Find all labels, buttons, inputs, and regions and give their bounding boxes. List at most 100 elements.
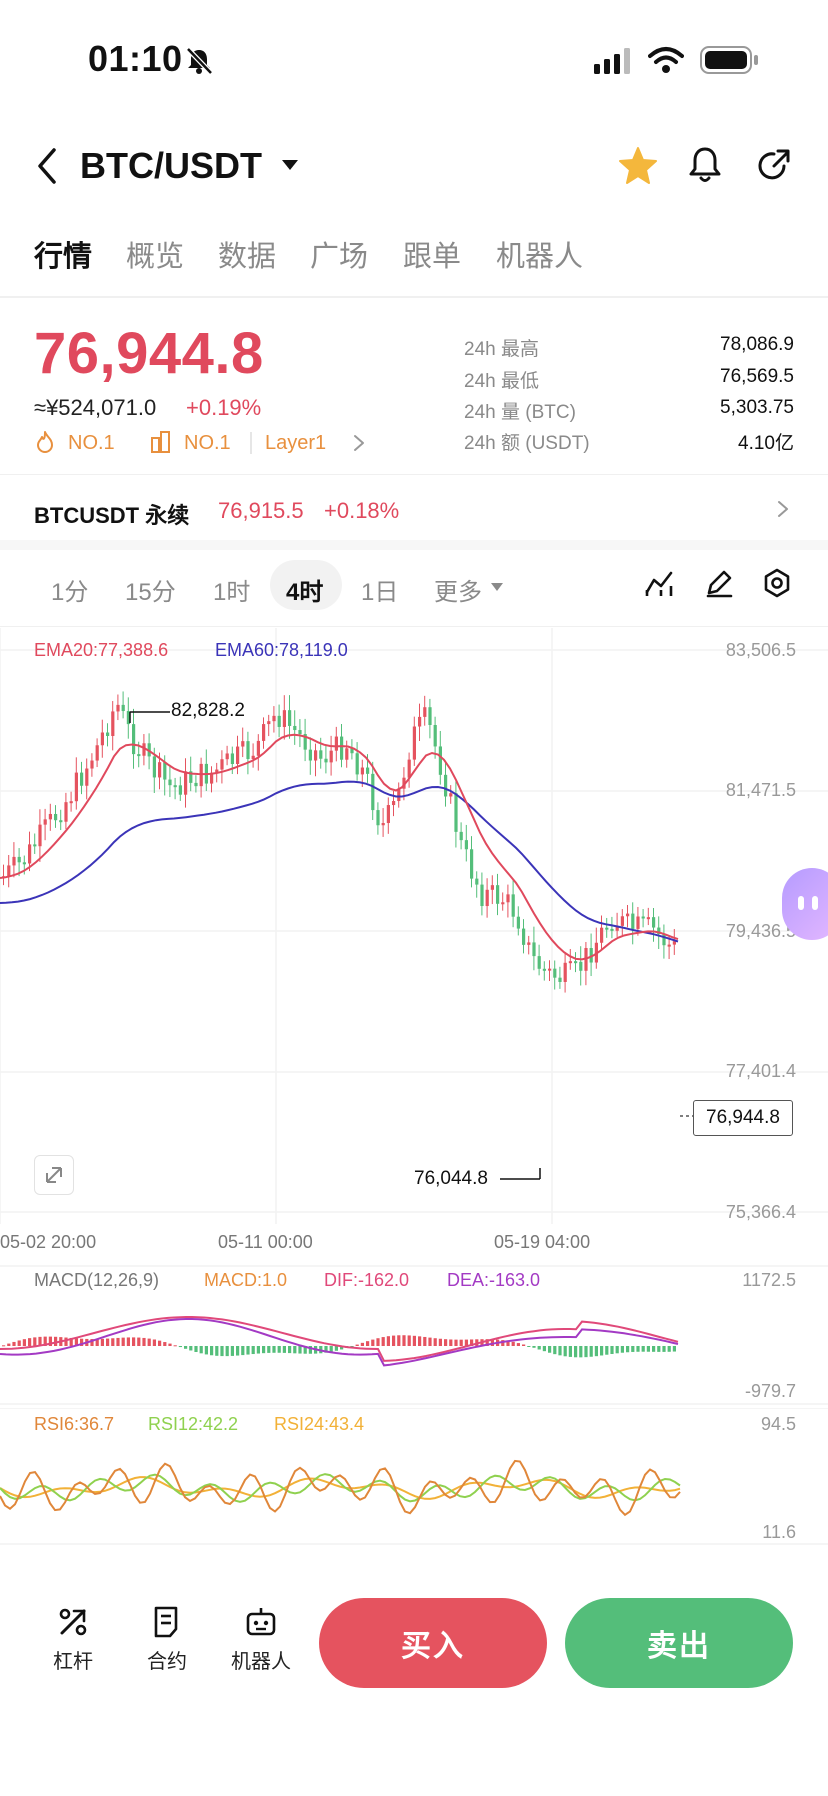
flame-icon[interactable]	[34, 430, 56, 454]
sell-button[interactable]: 卖出	[565, 1598, 793, 1688]
y-tick-3: 79,436.5	[725, 921, 796, 941]
macd-bar	[152, 1339, 156, 1346]
fullscreen-button[interactable]	[34, 1155, 74, 1195]
macd-bar	[615, 1346, 619, 1354]
macd-bar	[594, 1346, 598, 1357]
candle-body	[74, 772, 78, 802]
candle-body	[376, 810, 380, 826]
expand-icon	[46, 1167, 62, 1183]
chart-settings-icon[interactable]	[762, 568, 792, 598]
macd-grid	[0, 1265, 828, 1405]
section-gap	[0, 540, 828, 550]
low-mark-label: 76,044.8	[414, 1168, 488, 1189]
macd-bar	[506, 1340, 510, 1346]
rsi-chart	[0, 1408, 828, 1545]
favorite-star-icon[interactable]	[618, 146, 658, 186]
macd-bar	[106, 1338, 110, 1346]
candle-body	[173, 785, 177, 788]
macd-bar	[392, 1335, 396, 1346]
macd-bar	[230, 1346, 234, 1356]
macd-bar	[667, 1346, 671, 1352]
price-alert-bell-icon[interactable]	[686, 144, 724, 186]
tab-bots[interactable]: 机器人	[496, 241, 584, 273]
macd-bar	[80, 1338, 84, 1346]
candle-body	[80, 772, 84, 786]
tab-market[interactable]: 行情	[34, 241, 93, 273]
candle-body	[418, 716, 422, 727]
macd-bar	[568, 1346, 572, 1357]
ema60-line	[0, 780, 679, 943]
y-tick-1: 83,506.5	[725, 640, 796, 660]
share-icon[interactable]	[754, 146, 794, 186]
tab-square[interactable]: 广场	[310, 241, 369, 273]
tab-data[interactable]: 数据	[218, 241, 277, 273]
ema60-label: EMA60:78,119.0	[215, 640, 348, 660]
candle-body	[563, 962, 567, 982]
bot-label: 机器人	[231, 1651, 291, 1673]
interval-more[interactable]: 更多	[434, 579, 482, 606]
more-caret-icon[interactable]	[490, 582, 504, 592]
leverage-button[interactable]: 杠杆	[33, 1605, 113, 1674]
stat-high-label: 24h 最高	[464, 339, 539, 360]
candle-body	[293, 725, 297, 731]
macd-bar	[579, 1346, 583, 1358]
candle-body	[610, 928, 614, 931]
macd-bar	[433, 1338, 437, 1346]
current-price-tag: 76,944.8	[693, 1100, 793, 1136]
back-icon[interactable]	[34, 146, 60, 186]
candle-body	[433, 724, 437, 747]
indicator-icon[interactable]	[644, 568, 674, 598]
candle-body	[215, 769, 219, 773]
pair-dropdown-caret-icon[interactable]	[280, 158, 300, 172]
macd-bar	[485, 1339, 489, 1346]
candle-body	[7, 865, 11, 877]
candlestick-chart[interactable]	[0, 628, 828, 1224]
tab-copy-trading[interactable]: 跟单	[403, 241, 462, 273]
hot-rank[interactable]: NO.1	[68, 432, 115, 454]
interval-1d[interactable]: 1日	[361, 579, 399, 606]
macd-bar	[548, 1346, 552, 1353]
candle-body	[548, 968, 552, 971]
chart-top-divider	[0, 626, 828, 627]
macd-bar	[501, 1340, 505, 1346]
buy-button[interactable]: 买入	[319, 1598, 547, 1688]
macd-bar	[371, 1339, 375, 1346]
macd-bar	[626, 1346, 630, 1353]
interval-active-pill	[270, 560, 342, 610]
sector-rank[interactable]: NO.1	[184, 432, 231, 454]
macd-bar	[449, 1339, 453, 1346]
candle-body	[116, 704, 120, 712]
interval-1m[interactable]: 1分	[51, 579, 89, 606]
macd-bar	[423, 1336, 427, 1346]
macd-bar	[173, 1345, 177, 1347]
perp-divider-top	[0, 474, 828, 475]
contract-button[interactable]: 合约	[127, 1605, 207, 1674]
macd-bar	[303, 1346, 307, 1354]
bot-button[interactable]: 机器人	[221, 1605, 301, 1674]
candle-body	[366, 767, 370, 774]
battery-icon	[700, 46, 758, 74]
interval-4h[interactable]: 4时	[286, 579, 324, 606]
perpetual-price: 76,915.5	[218, 498, 304, 523]
interval-15m[interactable]: 15分	[125, 579, 176, 606]
candle-body	[444, 774, 448, 797]
pair-title[interactable]: BTC/USDT	[80, 145, 262, 186]
sector-name[interactable]: Layer1	[265, 432, 327, 454]
draw-pencil-icon[interactable]	[704, 568, 734, 598]
macd-bar	[43, 1336, 47, 1346]
perpetual-chevron-right-icon[interactable]	[776, 499, 790, 519]
sector-chevron-right-icon[interactable]	[352, 433, 366, 453]
macd-bar	[418, 1336, 422, 1346]
candle-body	[475, 878, 479, 885]
stat-low-label: 24h 最低	[464, 371, 539, 392]
macd-bar	[2, 1345, 6, 1347]
candle-body	[126, 711, 130, 725]
macd-bar	[298, 1346, 302, 1354]
macd-bar	[355, 1344, 359, 1346]
assistant-bubble[interactable]	[782, 868, 828, 940]
sector-chart-icon[interactable]	[150, 430, 172, 454]
candle-body	[95, 745, 99, 761]
perpetual-name[interactable]: BTCUSDT 永续	[34, 503, 190, 528]
tab-overview[interactable]: 概览	[126, 241, 185, 273]
interval-1h[interactable]: 1时	[213, 579, 251, 606]
